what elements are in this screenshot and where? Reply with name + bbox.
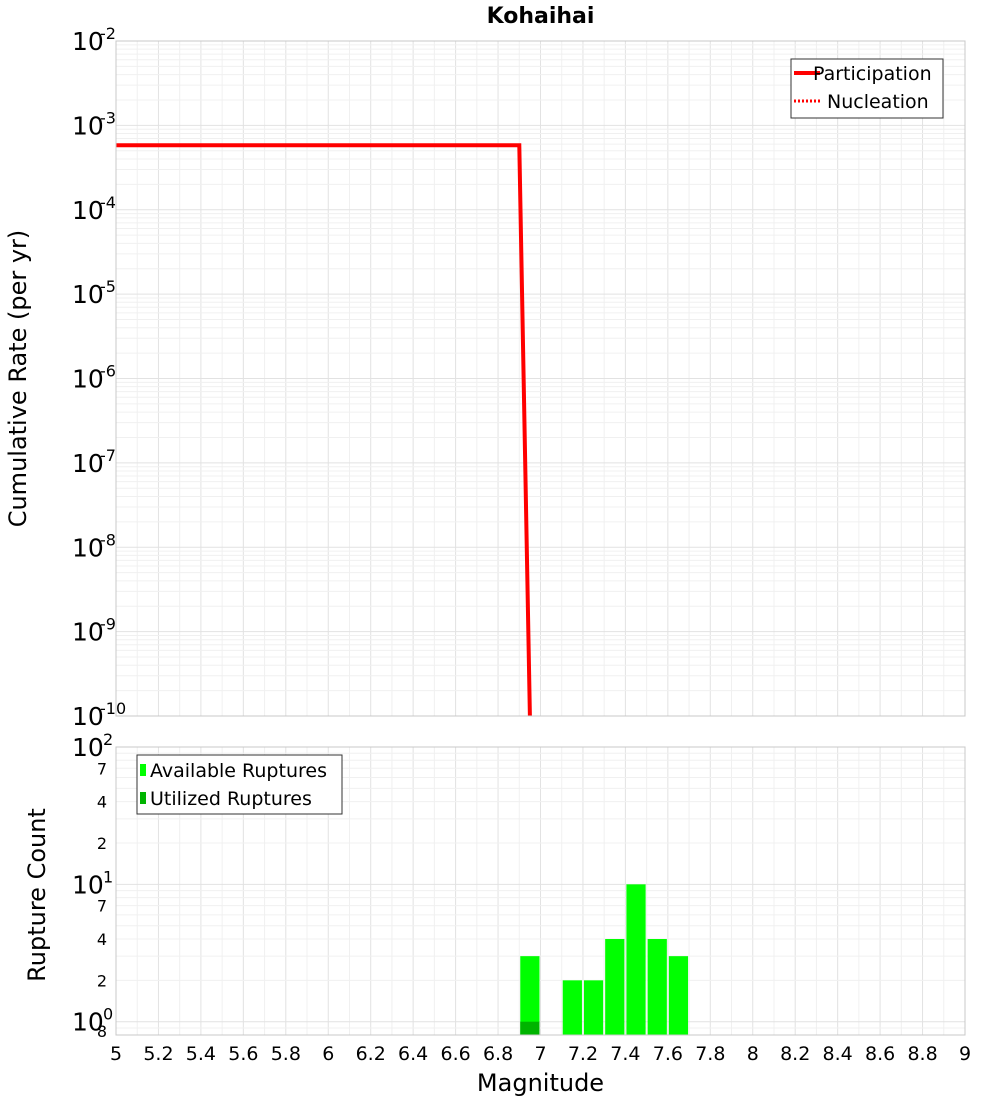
y-tick-exponent-top: -9 (100, 615, 116, 634)
top-plot-grid (115, 41, 966, 717)
y-minor-tick-label-bottom: 4 (97, 930, 107, 949)
x-tick-label: 5.2 (143, 1043, 173, 1065)
legend-box (790, 58, 944, 119)
bar-available-ruptures (626, 884, 646, 1035)
y-tick-exponent-top: -4 (100, 193, 116, 212)
y-tick-label-top: 10 (72, 533, 104, 562)
legend-swatch-available-ruptures (140, 764, 146, 776)
y-minor-tick-label-bottom: 2 (97, 971, 107, 990)
y-minor-tick-label-bottom: 2 (97, 834, 107, 853)
x-tick-label: 6.6 (440, 1043, 470, 1065)
x-tick-label: 5 (110, 1043, 122, 1065)
legend-bottom: Available Ruptures Utilized Ruptures (136, 754, 343, 815)
y-tick-label-top: 10 (72, 365, 104, 394)
legend-label-nucleation: Nucleation (827, 91, 929, 113)
y-minor-tick-label-bottom: 7 (97, 897, 107, 916)
y-tick-exponent-top: -5 (100, 277, 116, 296)
y-tick-exponent-top: -3 (100, 108, 116, 127)
bar-available-ruptures (605, 939, 625, 1035)
y-tick-exponent-top: -6 (100, 362, 116, 381)
bar-available-ruptures (583, 980, 604, 1035)
y-tick-label-top: 10 (72, 449, 104, 478)
x-tick-label: 9 (959, 1043, 971, 1065)
bar-available-ruptures (647, 939, 667, 1035)
y-tick-label-bottom: 10 (72, 870, 104, 899)
x-tick-label: 7.4 (610, 1043, 640, 1065)
bottom-bars (520, 884, 689, 1035)
y-tick-label-top: 10 (72, 618, 104, 647)
y-tick-label-bottom: 10 (72, 733, 104, 762)
series-line-participation (116, 143, 532, 717)
y-tick-label-top: 10 (72, 702, 104, 731)
y-tick-exponent-bottom: 2 (103, 730, 113, 749)
y-tick-exponent-top: -8 (100, 530, 116, 549)
y-minor-tick-label-bottom: 7 (97, 759, 107, 778)
legend-label-participation: Participation (813, 63, 932, 85)
x-tick-label: 6.2 (356, 1043, 386, 1065)
legend-label-available-ruptures: Available Ruptures (150, 760, 327, 782)
chart-title: Kohaihai (487, 4, 595, 29)
y-minor-tick-label-bottom: 4 (97, 793, 107, 812)
x-tick-label: 7.2 (568, 1043, 598, 1065)
x-tick-label: 7.8 (695, 1043, 725, 1065)
y-axis-label-top: Cumulative Rate (per yr) (4, 230, 32, 528)
bar-available-ruptures (668, 956, 689, 1035)
bar-available-ruptures (520, 956, 540, 1035)
y-tick-exponent-top: -7 (100, 446, 116, 465)
y-tick-exponent-bottom: 0 (103, 1005, 113, 1024)
x-axis-label: Magnitude (477, 1069, 604, 1097)
y-tick-label-top: 10 (72, 196, 104, 225)
y-axis-label-bottom: Rupture Count (23, 808, 51, 982)
x-tick-label: 8 (747, 1043, 759, 1065)
y-tick-label-top: 10 (72, 111, 104, 140)
y-tick-exponent-top: -2 (100, 24, 116, 43)
x-tick-label: 8.2 (780, 1043, 810, 1065)
y-tick-label-top: 10 (72, 27, 104, 56)
x-tick-label: 6 (322, 1043, 334, 1065)
y-tick-exponent-top: -10 (100, 699, 126, 718)
legend-label-utilized-ruptures: Utilized Ruptures (150, 788, 312, 810)
y-tick-exponent-bottom: 1 (103, 867, 113, 886)
x-tick-label: 8.6 (865, 1043, 895, 1065)
x-tick-label: 6.8 (483, 1043, 513, 1065)
x-tick-label: 7.6 (653, 1043, 683, 1065)
x-tick-label: 6.4 (398, 1043, 428, 1065)
x-tick-label: 7 (534, 1043, 546, 1065)
x-tick-label: 5.8 (271, 1043, 301, 1065)
y-tick-label-top: 10 (72, 280, 104, 309)
y-tick-label-bottom: 10 (72, 1008, 104, 1037)
x-tick-label: 8.4 (823, 1043, 853, 1065)
series-line-nucleation (116, 143, 532, 717)
top-plot-border (115, 40, 966, 717)
bar-available-ruptures (562, 980, 582, 1035)
x-tick-label: 5.4 (186, 1043, 216, 1065)
bar-utilized-ruptures (520, 1021, 540, 1035)
x-tick-label: 8.8 (907, 1043, 937, 1065)
x-tick-label: 5.6 (228, 1043, 258, 1065)
legend-box (136, 754, 343, 815)
legend-top: Participation Nucleation (790, 58, 944, 119)
legend-swatch-utilized-ruptures (140, 792, 146, 804)
bottom-plot-border (115, 746, 966, 1036)
y-minor-tick-label-bottom: 8 (97, 1022, 107, 1041)
